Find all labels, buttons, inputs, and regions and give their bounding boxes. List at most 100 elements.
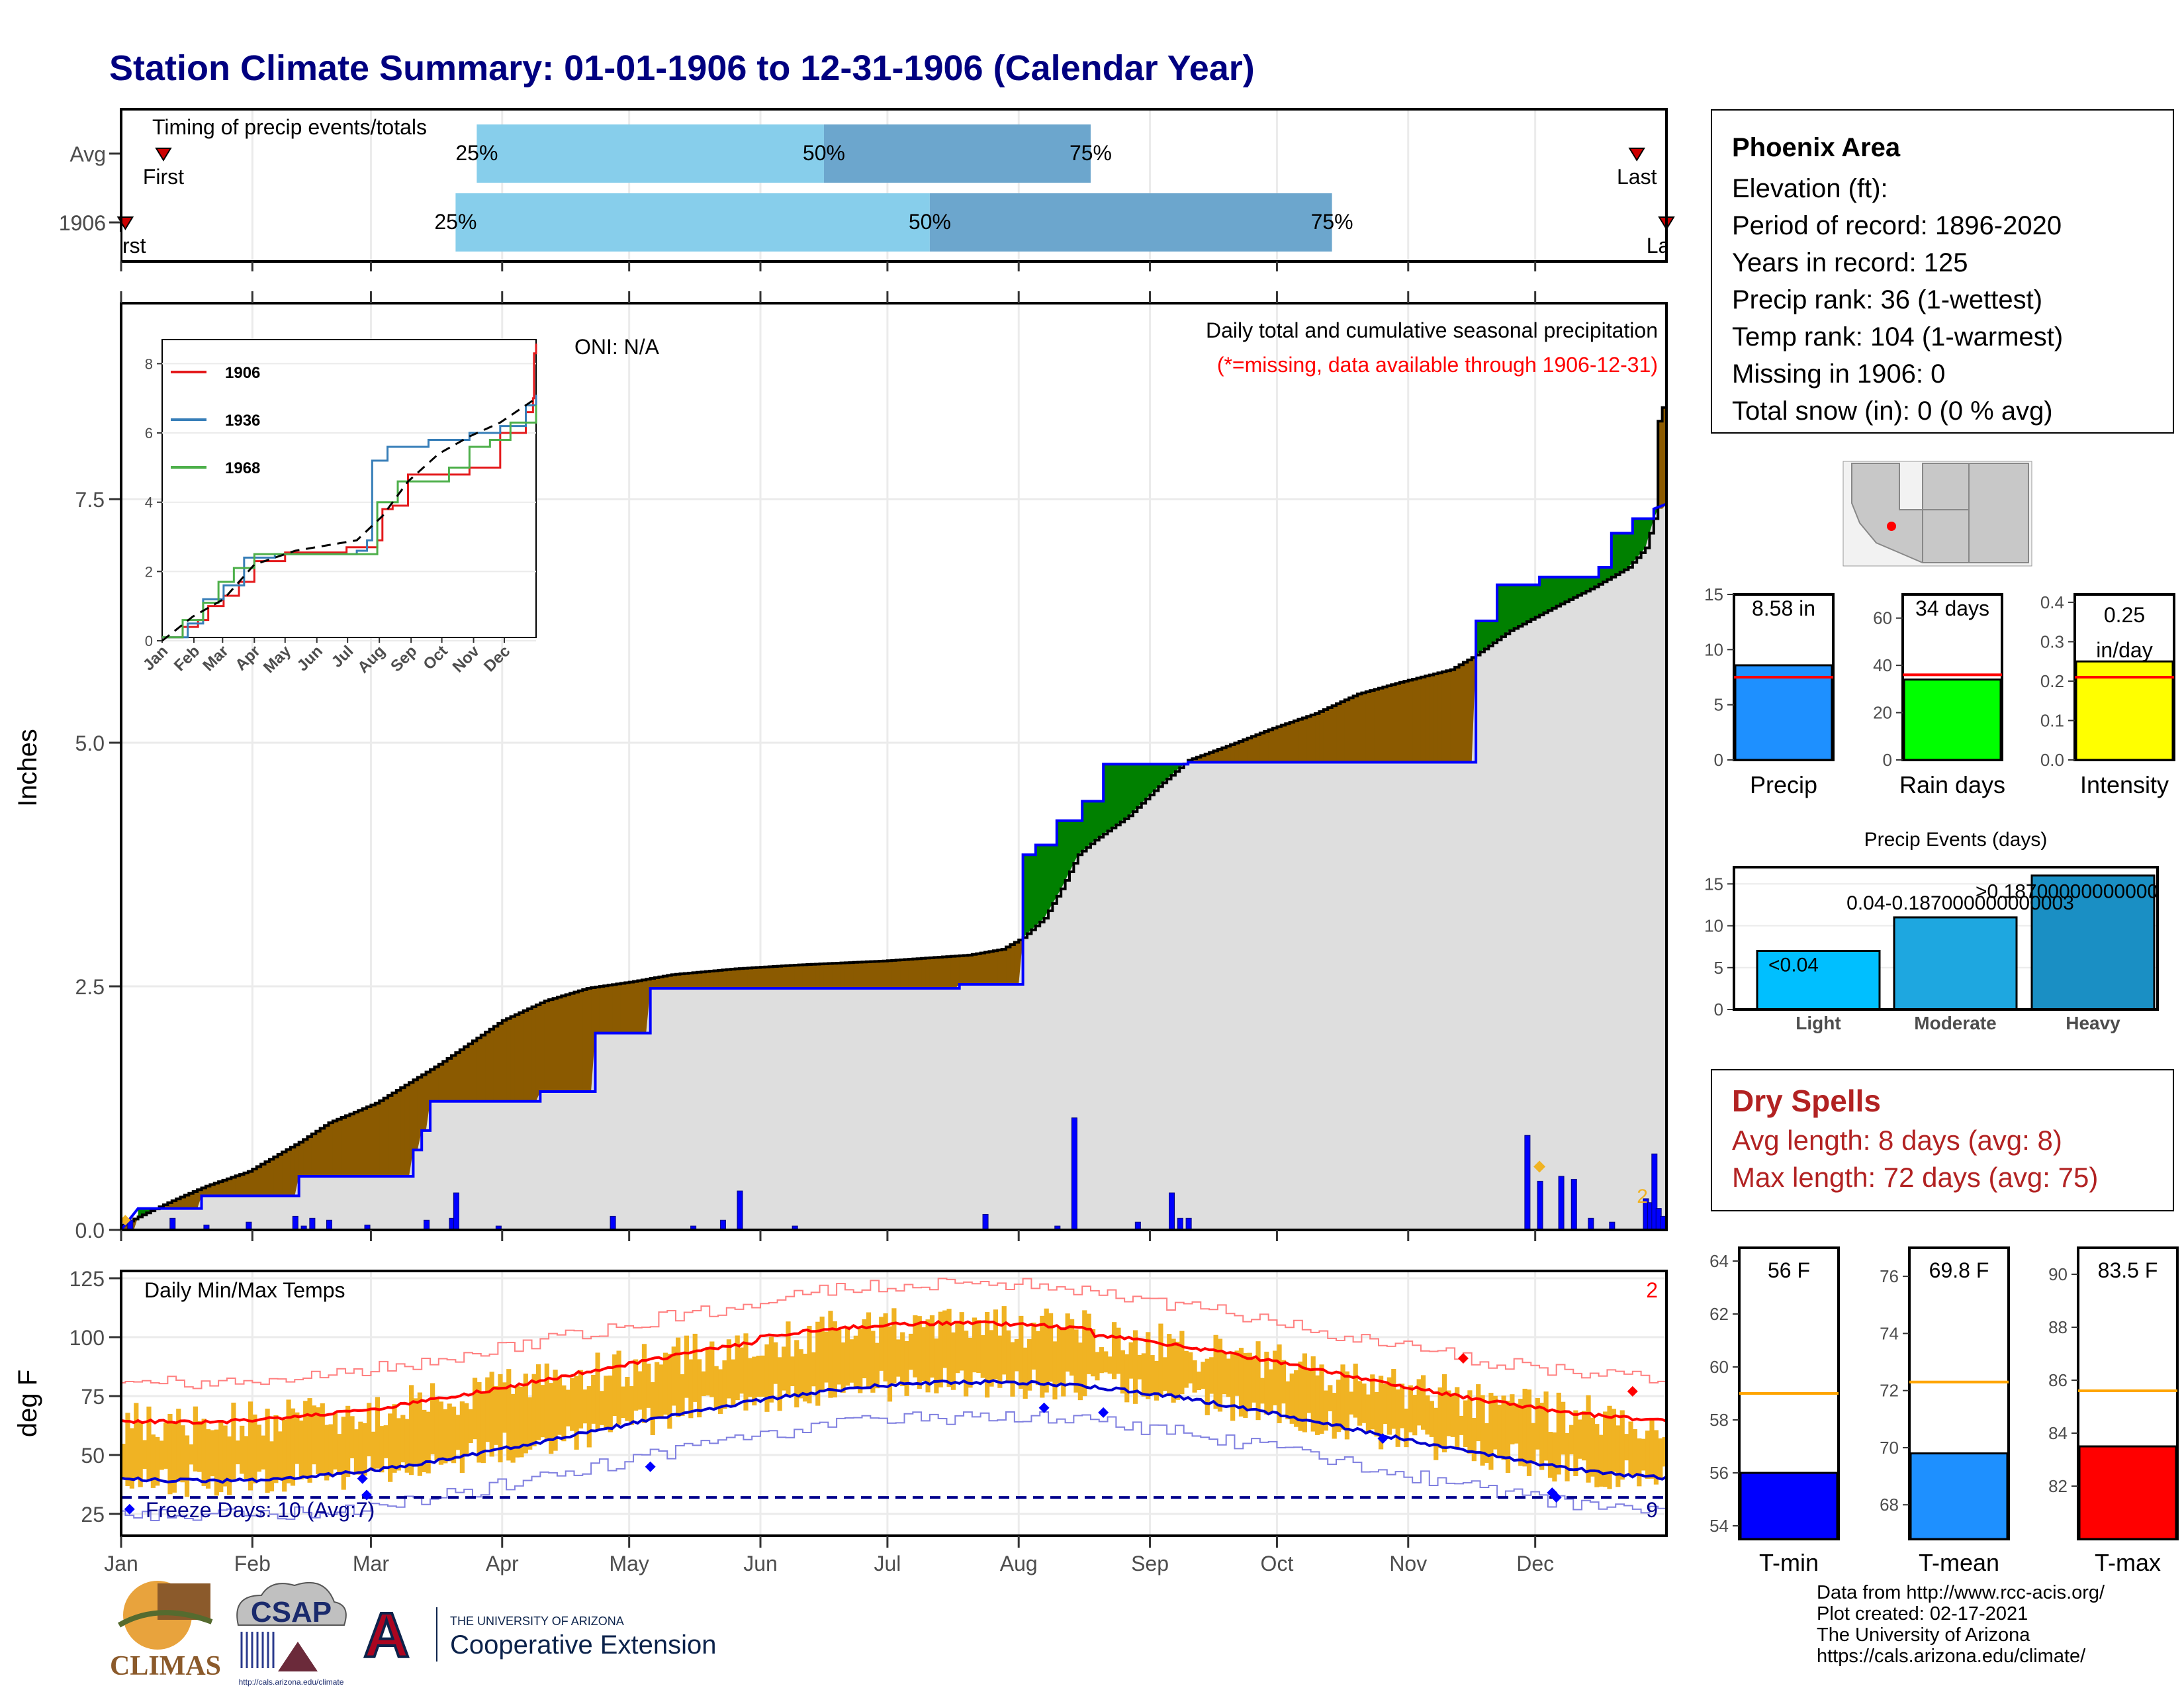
precip-departure-band (464, 1047, 469, 1102)
summary-value-label: 8.58 in (1752, 596, 1815, 620)
precip-departure-band (290, 1147, 295, 1196)
daily-temp-bar (1395, 1389, 1400, 1447)
precip-event-bar (1893, 916, 2018, 1011)
summary-y-tick-label: 0 (1883, 750, 1892, 770)
record-low-marker (124, 1503, 135, 1515)
daily-temp-bar (1552, 1432, 1557, 1481)
precip-departure-band (1577, 577, 1582, 596)
daily-temp-bar (667, 1354, 672, 1429)
precip-departure-band (1552, 577, 1557, 608)
daily-temp-bar (938, 1311, 943, 1387)
daily-temp-bar (1370, 1374, 1375, 1430)
precip-departure-band (870, 961, 876, 988)
daily-temp-bar (235, 1440, 240, 1465)
precip-departure-band (367, 1106, 372, 1177)
timing-clip-left (0, 232, 120, 265)
precip-departure-band (625, 982, 630, 1033)
precip-departure-band (523, 1010, 528, 1102)
daily-temp-bar (1539, 1403, 1545, 1470)
daily-temp-bar (1425, 1395, 1430, 1435)
daily-temp-bar (1391, 1368, 1396, 1429)
precip-departure-band (1124, 764, 1130, 819)
precip-departure-band (1484, 621, 1489, 649)
csap-logo-text: CSAP (251, 1596, 332, 1628)
temp-summary-y-tick-label: 62 (1709, 1304, 1729, 1324)
climas-logo-text: CLIMAS (110, 1651, 221, 1681)
daily-temp-bar (222, 1425, 228, 1487)
precip-departure-band (1001, 949, 1007, 985)
precip-departure-band (493, 1026, 498, 1102)
daily-temp-bar (201, 1419, 206, 1486)
precip-departure-band (942, 957, 948, 988)
precip-events-y-tick-label: 0 (1714, 1000, 1723, 1019)
timing-bar-q25-q50 (477, 124, 824, 183)
precip-departure-band (620, 983, 625, 1033)
timing-q75-label: 75% (1311, 210, 1353, 234)
temp-summary-y-tick-label: 84 (2048, 1423, 2068, 1443)
daily-temp-bar (176, 1409, 181, 1482)
station-elevation: Elevation (ft): (1732, 174, 1888, 203)
timing-q50-label: 50% (803, 141, 845, 165)
last-event-marker (1628, 148, 1646, 162)
inset-line-1968 (162, 405, 537, 639)
daily-temp-bar (629, 1386, 634, 1425)
precip-departure-band (540, 1003, 545, 1092)
daily-temp-bar (705, 1346, 711, 1396)
month-label: Feb (234, 1552, 271, 1575)
daily-temp-bar (582, 1389, 588, 1424)
inset-line-1936 (162, 395, 537, 639)
daily-temp-bar (218, 1422, 224, 1493)
precip-departure-band (561, 996, 567, 1092)
daily-temp-bar (226, 1436, 232, 1495)
precip-departure-band (455, 1053, 461, 1102)
precip-departure-band (595, 987, 600, 1033)
daily-temp-bar (620, 1386, 626, 1419)
precip-departure-band (1450, 669, 1455, 763)
daily-temp-bar (1484, 1423, 1490, 1463)
summary-bar-label: Rain days (1899, 771, 2005, 798)
precip-event-value-label: >0.187000000000003 (1976, 881, 2169, 903)
precip-departure-band (1383, 686, 1388, 763)
daily-temp-bar (121, 1444, 126, 1477)
daily-temp-bar (1306, 1370, 1312, 1413)
summary-y-tick-label: 0.1 (2040, 710, 2064, 730)
precip-departure-band (1357, 694, 1362, 763)
temp-summary-y-tick-label: 68 (1880, 1495, 1899, 1515)
daily-temp-bar (1192, 1360, 1197, 1393)
daily-temp-bar (1183, 1350, 1189, 1388)
precip-departure-band (295, 1145, 300, 1196)
temp-summary-y-tick-label: 56 (1709, 1463, 1729, 1483)
daily-temp-bar (396, 1418, 402, 1471)
credit-line: The University of Arizona (1817, 1624, 2030, 1646)
precip-departure-band (1437, 673, 1443, 763)
precip-departure-band (849, 962, 854, 988)
daily-temp-bar (1476, 1384, 1481, 1442)
daily-temp-bar (1137, 1354, 1142, 1380)
precip-departure-band (844, 962, 850, 988)
summary-value-label: in/day (2096, 638, 2152, 662)
precip-departure-band (426, 1072, 431, 1131)
precip-departure-band (917, 959, 922, 988)
inset-legend-label: 1968 (225, 459, 260, 477)
precip-departure-band (1459, 665, 1464, 763)
daily-temp-bar (1450, 1394, 1455, 1437)
daily-temp-bar (1586, 1395, 1591, 1483)
daily-temp-bar (498, 1374, 503, 1463)
daily-temp-bar (523, 1374, 528, 1454)
daily-temp-bar (142, 1440, 148, 1469)
ua-logo-line1: THE UNIVERSITY OF ARIZONA (450, 1615, 624, 1628)
station-location-dot (1887, 522, 1896, 531)
precip-departure-band (1615, 533, 1621, 575)
precip-departure-band (841, 962, 846, 988)
precip-departure-band (1408, 680, 1413, 763)
daily-temp-bar (320, 1403, 325, 1475)
ua-logo-bg (363, 1605, 409, 1658)
daily-temp-bar (989, 1330, 994, 1387)
timing-row-label: Avg (69, 142, 106, 166)
daily-temp-bar (1518, 1399, 1524, 1466)
summary-value-label: 34 days (1915, 596, 1989, 620)
temp-summary-label: T-max (2095, 1549, 2161, 1576)
daily-precip-bar (1660, 1215, 1666, 1231)
temp-summary-y-tick-label: 90 (2048, 1264, 2068, 1284)
precip-departure-band (891, 960, 897, 988)
